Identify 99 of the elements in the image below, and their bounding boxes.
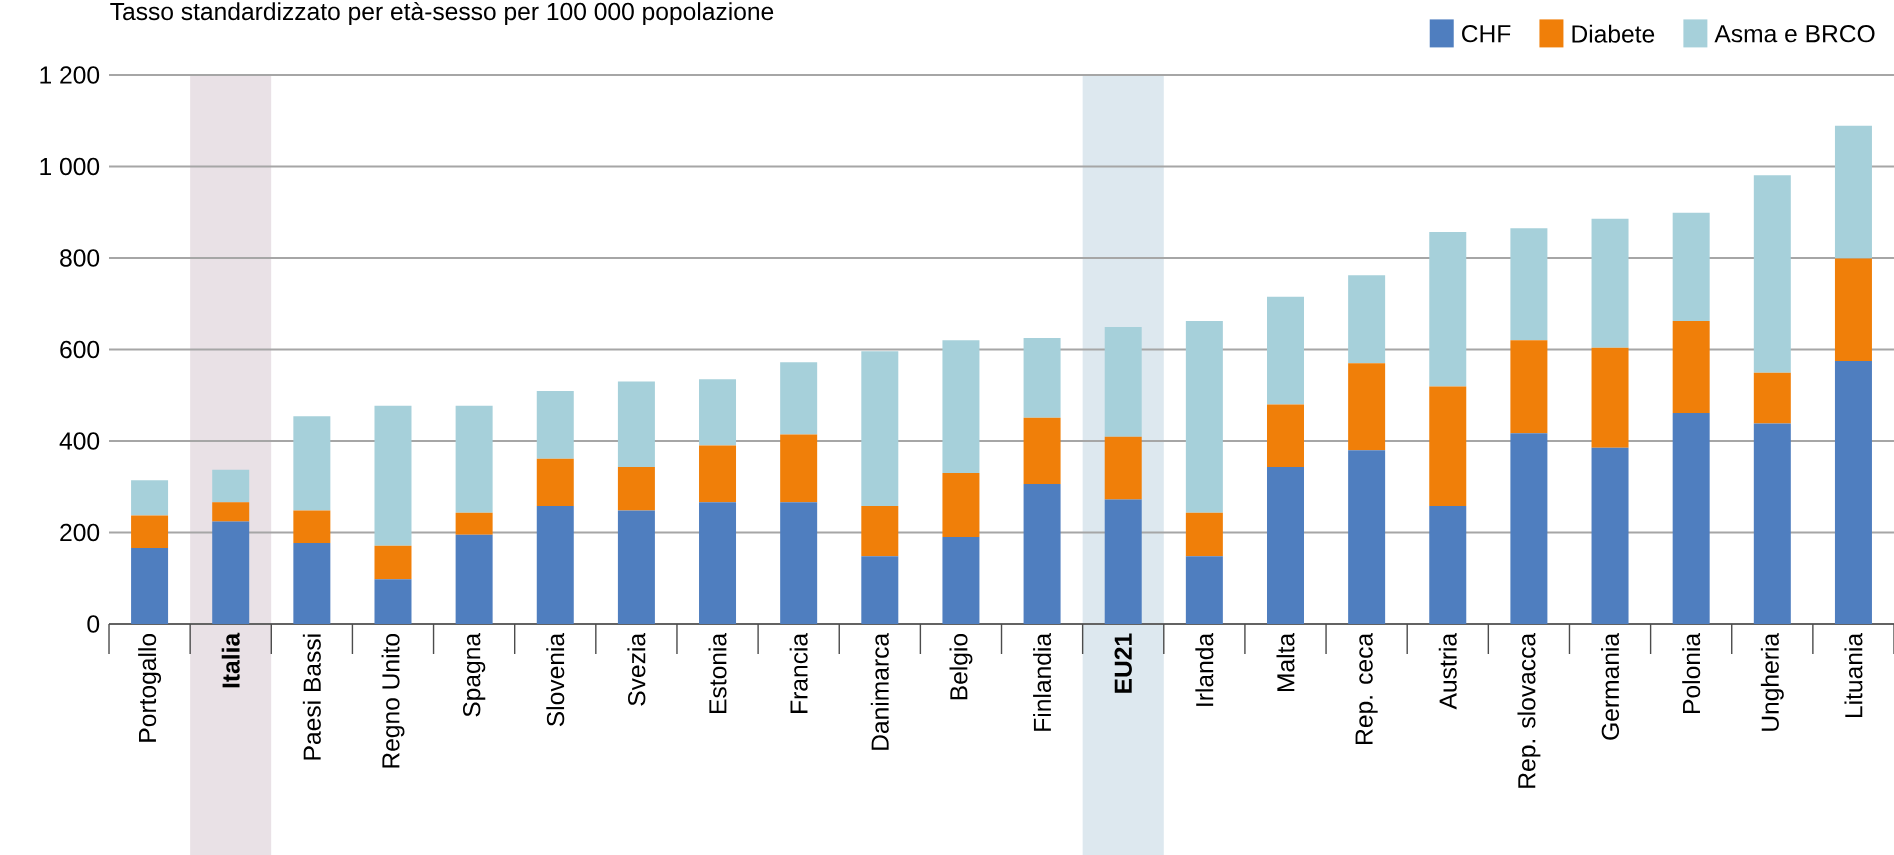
- x-tick-label: Finlandia: [1033, 632, 1052, 731]
- x-tick-label: Paesi Bassi: [302, 634, 321, 760]
- bar: [1591, 218, 1629, 348]
- bar: [1672, 413, 1710, 624]
- bar: [1348, 450, 1386, 624]
- x-tick-label: Rep. slovacca: [1517, 632, 1541, 788]
- bar: [942, 340, 980, 474]
- bar: [536, 505, 574, 624]
- legend-label: Asma e BRCO: [1714, 25, 1875, 43]
- bar: [1834, 125, 1872, 259]
- bar: [374, 579, 412, 624]
- bar: [1510, 433, 1548, 624]
- x-tick-label: Svezia: [627, 632, 646, 706]
- bar: [617, 467, 655, 511]
- x-tick-label: Polonia: [1682, 632, 1701, 713]
- bar: [131, 515, 169, 549]
- bar: [861, 556, 899, 624]
- bar: [1104, 499, 1142, 624]
- bar: [1591, 347, 1629, 448]
- bar: [1267, 467, 1304, 624]
- bar: [861, 351, 899, 506]
- bar: [1429, 231, 1467, 387]
- bar: [131, 480, 169, 516]
- bar: [617, 381, 655, 468]
- x-tick-label: Ungheria: [1760, 632, 1784, 731]
- bar: [1834, 258, 1872, 361]
- y-tick-label: 800: [60, 249, 100, 267]
- bar: [212, 502, 250, 522]
- bar: [780, 362, 818, 435]
- bar: [780, 502, 818, 624]
- x-tick-label: Rep. ceca: [1355, 632, 1378, 744]
- y-tick-label: 0: [87, 615, 100, 633]
- bar: [617, 510, 655, 624]
- bar: [1348, 275, 1386, 364]
- bar: [1591, 447, 1629, 624]
- legend-label: CHF: [1462, 25, 1511, 43]
- bar: [131, 548, 169, 624]
- y-tick-label: 600: [60, 340, 100, 359]
- bar: [861, 505, 899, 557]
- bar: [1023, 338, 1061, 418]
- bar: [699, 445, 737, 503]
- x-tick-label: Austria: [1438, 632, 1457, 710]
- bar: [293, 510, 331, 544]
- y-tick-label: 1 200: [40, 66, 100, 84]
- bar: [1672, 321, 1710, 414]
- bar: [536, 458, 574, 506]
- bar: [1834, 360, 1872, 624]
- bar: [293, 543, 331, 624]
- x-tick-label: Slovenia: [546, 632, 565, 727]
- x-tick-label: Estonia: [708, 632, 727, 713]
- bar: [1429, 505, 1467, 624]
- bar: [293, 416, 331, 511]
- bar: [1429, 386, 1467, 506]
- bar: [212, 521, 250, 624]
- bar: [1023, 417, 1061, 484]
- bar: [1267, 296, 1304, 405]
- bar: [455, 534, 493, 624]
- x-tick-label: Irlanda: [1195, 632, 1214, 706]
- bar: [455, 512, 493, 535]
- bar: [699, 379, 737, 446]
- x-tick-label: Malta: [1276, 632, 1295, 692]
- bar: [1510, 228, 1548, 341]
- x-tick-label: Regno Unito: [381, 634, 405, 768]
- bar: [374, 405, 412, 546]
- bar: [1753, 372, 1791, 424]
- bar: [699, 502, 737, 624]
- y-tick-label: 200: [60, 523, 100, 542]
- y-tick-label: 400: [59, 432, 100, 450]
- bar: [780, 434, 818, 503]
- bar: [1023, 483, 1061, 624]
- bar: [942, 473, 980, 538]
- bar: [536, 391, 574, 459]
- x-tick-label: Francia: [789, 632, 808, 713]
- x-tick-label: Germania: [1601, 632, 1620, 740]
- x-tick-label: EU21: [1114, 633, 1132, 693]
- x-tick-label: Spagna: [463, 632, 486, 717]
- bar: [1185, 556, 1223, 624]
- x-tick-label: Danimarca: [870, 632, 889, 750]
- bar: [455, 405, 493, 513]
- bar: [1510, 340, 1548, 434]
- bar: [1185, 321, 1223, 513]
- bar: [374, 545, 412, 580]
- x-tick-label: Portogallo: [138, 633, 162, 742]
- bar: [212, 469, 250, 503]
- bar: [1104, 436, 1142, 500]
- bar: [942, 537, 980, 624]
- bar: [1753, 423, 1791, 624]
- bar: [1672, 212, 1710, 322]
- bar: [1753, 175, 1791, 373]
- bar: [1267, 404, 1304, 468]
- bar: [1185, 512, 1223, 557]
- x-tick-label: Lituania: [1844, 632, 1863, 718]
- chart-title: Tasso standardizzato per età-sesso per 100 000 popolazione: [110, 1, 774, 26]
- bar: [1348, 363, 1386, 451]
- y-tick-label: 1 000: [40, 157, 100, 176]
- x-tick-label: Belgio: [949, 633, 973, 700]
- bar: [1104, 327, 1142, 437]
- legend-label: Diabete: [1572, 24, 1655, 43]
- x-tick-label: Italia: [221, 632, 240, 688]
